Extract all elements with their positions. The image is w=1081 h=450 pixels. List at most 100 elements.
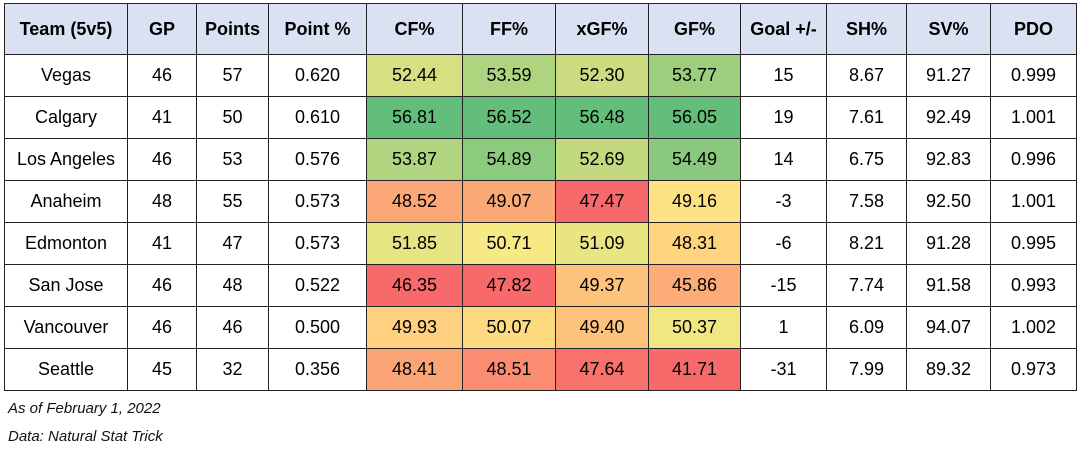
stat-cell: 49.07: [462, 180, 556, 223]
stat-cell: 49.40: [555, 306, 649, 349]
stat-cell: 41: [127, 222, 197, 265]
team-cell: Anaheim: [4, 180, 128, 223]
stat-cell: 7.61: [826, 96, 907, 139]
stat-cell: 7.99: [826, 348, 907, 391]
stat-cell: 0.973: [990, 348, 1077, 391]
column-header: SV%: [906, 3, 991, 55]
team-cell: Edmonton: [4, 222, 128, 265]
stat-cell: -6: [740, 222, 827, 265]
stat-cell: 0.999: [990, 54, 1077, 97]
stat-cell: 1.001: [990, 96, 1077, 139]
stat-cell: 46.35: [366, 264, 463, 307]
stat-cell: 89.32: [906, 348, 991, 391]
stat-cell: 53.77: [648, 54, 741, 97]
stat-cell: 0.522: [268, 264, 367, 307]
stat-cell: 14: [740, 138, 827, 181]
stat-cell: 52.30: [555, 54, 649, 97]
stat-cell: 0.576: [268, 138, 367, 181]
column-header: GP: [127, 3, 197, 55]
stat-cell: 53.59: [462, 54, 556, 97]
team-cell: Los Angeles: [4, 138, 128, 181]
stat-cell: 46: [127, 306, 197, 349]
stat-cell: 32: [196, 348, 269, 391]
stat-cell: 0.573: [268, 222, 367, 265]
table-row: Edmonton 41 47 0.573 51.85 50.71 51.09 48.31 -6 8…: [4, 222, 1077, 265]
stat-cell: -15: [740, 264, 827, 307]
stat-cell: -3: [740, 180, 827, 223]
stat-cell: 56.05: [648, 96, 741, 139]
stat-cell: 57: [196, 54, 269, 97]
stats-table: Team (5v5) GP Points Point % CF% FF% xGF% GF% Go…: [4, 3, 1077, 391]
column-header: PDO: [990, 3, 1077, 55]
stat-cell: 46: [127, 138, 197, 181]
stat-cell: 51.09: [555, 222, 649, 265]
table-row: Los Angeles 46 53 0.576 53.87 54.89 52.69 54.49…: [4, 138, 1077, 181]
table-body: Vegas 46 57 0.620 52.44 53.59 52.30 53.77 15 8.67…: [4, 54, 1077, 391]
stat-cell: 1: [740, 306, 827, 349]
team-cell: Calgary: [4, 96, 128, 139]
stat-cell: 50: [196, 96, 269, 139]
team-cell: San Jose: [4, 264, 128, 307]
stat-cell: 6.75: [826, 138, 907, 181]
footnote: Data: Natural Stat Trick: [8, 428, 163, 445]
header-row: Team (5v5) GP Points Point % CF% FF% xGF% GF% Go…: [4, 3, 1077, 55]
stat-cell: 55: [196, 180, 269, 223]
stat-cell: 56.52: [462, 96, 556, 139]
stat-cell: 0.500: [268, 306, 367, 349]
stat-cell: 0.610: [268, 96, 367, 139]
stat-cell: 1.002: [990, 306, 1077, 349]
table-row: Calgary 41 50 0.610 56.81 56.52 56.48 56.05 19 7.…: [4, 96, 1077, 139]
stat-cell: 92.49: [906, 96, 991, 139]
stat-cell: 0.995: [990, 222, 1077, 265]
stat-cell: 47.64: [555, 348, 649, 391]
footnote: As of February 1, 2022: [8, 400, 161, 417]
stat-cell: 0.573: [268, 180, 367, 223]
stat-cell: 47.47: [555, 180, 649, 223]
stat-cell: 0.620: [268, 54, 367, 97]
stat-cell: 7.74: [826, 264, 907, 307]
stat-cell: 50.07: [462, 306, 556, 349]
table-row: Seattle 45 32 0.356 48.41 48.51 47.64 41.71 -31 7…: [4, 348, 1077, 391]
stat-cell: 41: [127, 96, 197, 139]
stat-cell: 48.41: [366, 348, 463, 391]
stat-cell: 19: [740, 96, 827, 139]
stat-cell: 49.16: [648, 180, 741, 223]
stat-cell: 48.51: [462, 348, 556, 391]
stat-cell: 94.07: [906, 306, 991, 349]
stat-cell: 91.27: [906, 54, 991, 97]
stat-cell: 1.001: [990, 180, 1077, 223]
stat-cell: 0.993: [990, 264, 1077, 307]
stat-cell: 15: [740, 54, 827, 97]
column-header: GF%: [648, 3, 741, 55]
team-cell: Vegas: [4, 54, 128, 97]
column-header: Points: [196, 3, 269, 55]
stat-cell: 45.86: [648, 264, 741, 307]
stat-cell: 53.87: [366, 138, 463, 181]
stat-cell: 51.85: [366, 222, 463, 265]
column-header: Goal +/-: [740, 3, 827, 55]
stat-cell: 49.37: [555, 264, 649, 307]
stat-cell: 53: [196, 138, 269, 181]
stat-cell: 45: [127, 348, 197, 391]
stat-cell: 8.67: [826, 54, 907, 97]
stat-cell: 46: [127, 264, 197, 307]
stat-cell: 47.82: [462, 264, 556, 307]
column-header: xGF%: [555, 3, 649, 55]
table-row: San Jose 46 48 0.522 46.35 47.82 49.37 45.86 -15…: [4, 264, 1077, 307]
stat-cell: 92.83: [906, 138, 991, 181]
column-header: Point %: [268, 3, 367, 55]
team-cell: Vancouver: [4, 306, 128, 349]
table-row: Vegas 46 57 0.620 52.44 53.59 52.30 53.77 15 8.67…: [4, 54, 1077, 97]
stat-cell: 0.996: [990, 138, 1077, 181]
stat-cell: 48.31: [648, 222, 741, 265]
stat-cell: 54.89: [462, 138, 556, 181]
stat-cell: 52.44: [366, 54, 463, 97]
stat-cell: 8.21: [826, 222, 907, 265]
stat-cell: 6.09: [826, 306, 907, 349]
stat-cell: 92.50: [906, 180, 991, 223]
stat-cell: -31: [740, 348, 827, 391]
stat-cell: 91.28: [906, 222, 991, 265]
column-header: Team (5v5): [4, 3, 128, 55]
stat-cell: 48: [127, 180, 197, 223]
